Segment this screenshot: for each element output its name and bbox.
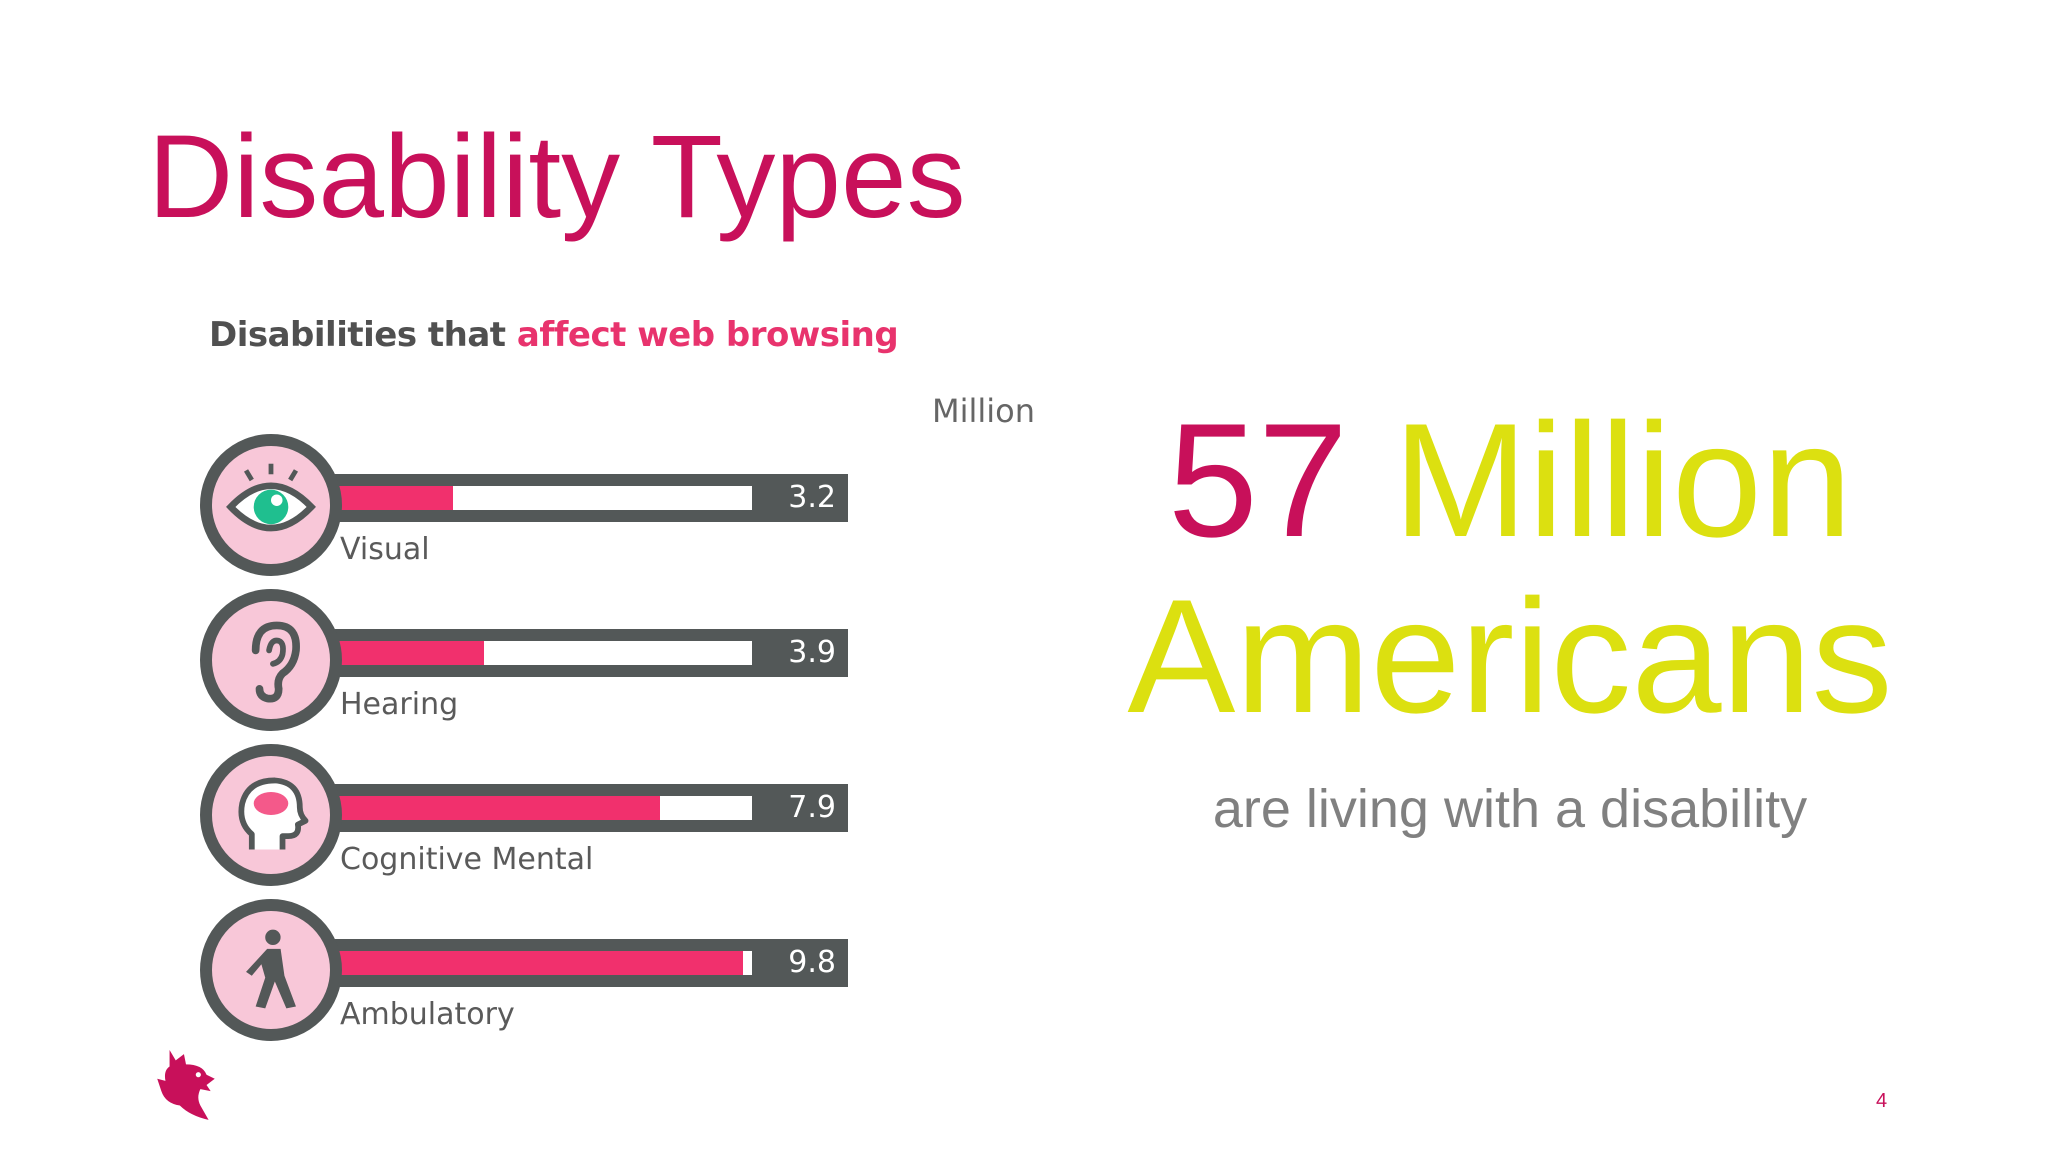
bar-track (312, 486, 752, 510)
stat-line-1: 57 Million (1070, 400, 1950, 562)
bar-value: 3.2 (788, 480, 836, 515)
head-brain-icon (238, 777, 309, 850)
infographic-heading: Disabilities that affect web browsing (209, 315, 899, 355)
row-hearing: 3.9 Hearing (200, 585, 1035, 731)
disability-infographic: Disabilities that affect web browsing Mi… (185, 300, 1035, 1041)
bar-frame: 9.8 (300, 939, 848, 987)
slide-title: Disability Types (148, 111, 966, 243)
page-number: 4 (1876, 1090, 1888, 1112)
ear-icon (251, 621, 300, 703)
stat-caption: are living with a disability (1212, 779, 1808, 839)
icon-badge (200, 589, 342, 731)
bar-frame: 3.9 (300, 629, 848, 677)
eye-icon (226, 463, 316, 532)
bar-value: 7.9 (788, 790, 836, 825)
heading-accent: affect web browsing (516, 315, 899, 355)
icon-badge (200, 744, 342, 886)
bar-fill (312, 951, 744, 975)
row-label: Cognitive Mental (340, 842, 594, 877)
bar-track (312, 641, 752, 665)
row-label: Ambulatory (340, 997, 515, 1032)
bar-frame: 3.2 (300, 474, 848, 522)
dragon-logo-icon (157, 1050, 215, 1120)
bar-value: 3.9 (788, 635, 836, 670)
bar-fill (312, 796, 660, 820)
row-visual: 3.2 Visual (200, 430, 1035, 576)
bar-track (312, 796, 752, 820)
row-cognitive: 7.9 Cognitive Mental (200, 740, 1035, 886)
bar-track (312, 951, 752, 975)
bar-value: 9.8 (788, 945, 836, 980)
bar-frame: 7.9 (300, 784, 848, 832)
row-label: Visual (340, 532, 430, 567)
headline-stat: 57 Million Americans are living with a d… (1070, 400, 1950, 840)
walking-person-icon (246, 929, 296, 1009)
heading-prefix: Disabilities that (209, 315, 517, 355)
icon-badge (200, 899, 342, 1041)
row-label: Hearing (340, 687, 459, 722)
stat-unit: Million (1393, 390, 1853, 571)
row-ambulatory: 9.8 Ambulatory (200, 895, 1035, 1041)
stat-number: 57 (1167, 390, 1349, 571)
unit-label: Million (931, 392, 1035, 430)
icon-badge (200, 434, 342, 576)
stat-subject: Americans (1127, 566, 1893, 747)
